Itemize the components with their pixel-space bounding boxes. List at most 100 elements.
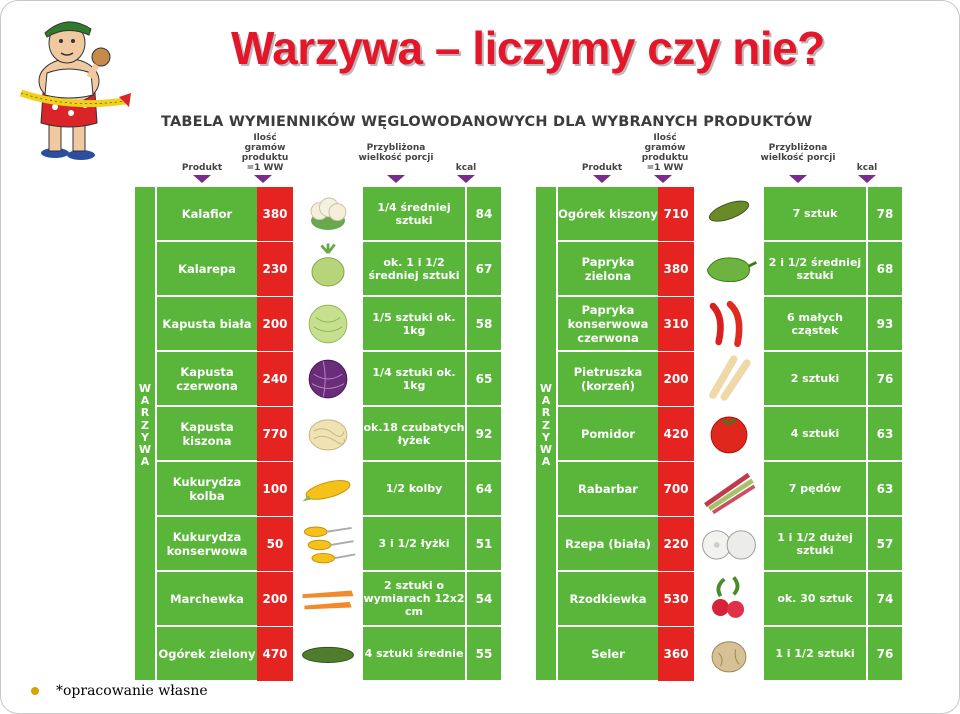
col-head-kcal: kcal [455, 163, 477, 173]
grams-per-ww: 100 [257, 462, 293, 516]
celery-root-icon [711, 640, 747, 672]
table-row: Rzepa (biała) 220 1 i 1/2 dużej sztuki 57 [558, 517, 902, 571]
red-cabbage-icon [308, 359, 348, 398]
col-head-product: Produkt [181, 163, 223, 173]
table-row: Papryka konserwowa czerwona 310 6 małych c… [558, 297, 902, 351]
kcal-value: 78 [868, 187, 902, 240]
product-name: Kapusta kiszona [157, 407, 257, 460]
kcal-value: 67 [467, 242, 501, 295]
product-image [293, 517, 363, 570]
portion-size: 3 i 1/2 łyżki [363, 517, 465, 570]
side-strip [135, 187, 155, 680]
col-head-kcal: kcal [856, 163, 878, 173]
kcal-value: 55 [467, 627, 501, 680]
bullet-icon [31, 687, 39, 695]
portion-size: ok.18 czubatych łyżek [363, 407, 465, 460]
col-head-grams: Ilość gramów produktu =1 WW [241, 133, 289, 173]
portion-size: 4 sztuki [764, 407, 866, 460]
kcal-value: 54 [467, 572, 501, 625]
product-name: Papryka zielona [558, 242, 658, 295]
product-name: Pietruszka (korzeń) [558, 352, 658, 405]
grams-per-ww: 770 [257, 407, 293, 461]
kcal-value: 57 [868, 517, 902, 570]
product-name: Rzodkiewka [558, 572, 658, 625]
side-label: W A R Z Y W A [539, 382, 553, 469]
grams-per-ww: 200 [658, 352, 694, 406]
cucumber-icon [302, 646, 354, 663]
grams-per-ww: 230 [257, 242, 293, 296]
radish-icon [712, 575, 745, 618]
table-row: Marchewka 200 2 sztuki o wymiarach 12x2 cm… [157, 572, 501, 626]
table-row: Kukurydza kolba 100 1/2 kolby 64 [157, 462, 501, 516]
green-pepper-icon [706, 256, 757, 282]
grams-per-ww: 310 [658, 297, 694, 351]
grams-per-ww: 700 [658, 462, 694, 516]
grams-per-ww: 220 [658, 517, 694, 571]
table-row: Rabarbar 700 7 pędów 63 [558, 462, 902, 516]
product-name: Rzepa (biała) [558, 517, 658, 570]
arrow-icon [789, 175, 807, 183]
parsley-root-icon [709, 354, 751, 401]
table-row: Pomidor 420 4 sztuki 63 [558, 407, 902, 461]
product-image [293, 242, 363, 295]
table-row: Ogórek kiszony 710 7 sztuk 78 [558, 187, 902, 241]
arrow-icon [193, 175, 211, 183]
grams-per-ww: 200 [257, 297, 293, 351]
cartoon-man-icon [19, 21, 131, 160]
tomato-icon [710, 416, 748, 453]
grams-per-ww: 420 [658, 407, 694, 461]
grams-per-ww: 360 [658, 627, 694, 681]
kohlrabi-icon [311, 243, 345, 286]
kcal-value: 76 [868, 627, 902, 680]
white-cabbage-icon [308, 304, 348, 343]
product-image [293, 407, 363, 460]
portion-size: 1 i 1/2 dużej sztuki [764, 517, 866, 570]
carrot-icon [302, 590, 354, 609]
grams-per-ww: 710 [658, 187, 694, 241]
arrow-icon [593, 175, 611, 183]
col-head-grams: Ilość gramów produktu =1 WW [641, 133, 689, 173]
portion-size: 1/4 średniej sztuki [363, 187, 465, 240]
col-head-portion: Przybliżona wielkość porcji [760, 143, 836, 163]
table-row: Ogórek zielony 470 4 sztuki średnie 55 [157, 627, 501, 681]
arrow-icon [457, 175, 475, 183]
side-strip [536, 187, 556, 680]
table-panel-left: W A R Z Y W A Kalafior 380 1/4 średniej sz… [135, 187, 501, 681]
kcal-value: 51 [467, 517, 501, 570]
product-name: Kapusta czerwona [157, 352, 257, 405]
kcal-value: 63 [868, 462, 902, 515]
portion-size: ok. 30 sztuk [764, 572, 866, 625]
table-row: Rzodkiewka 530 ok. 30 sztuk 74 [558, 572, 902, 626]
grams-per-ww: 200 [257, 572, 293, 626]
slide-title: Warzywa – liczymy czy nie? [231, 22, 825, 74]
product-image [694, 352, 764, 405]
product-image [694, 297, 764, 350]
product-image [293, 297, 363, 350]
product-name: Kukurydza kolba [157, 462, 257, 515]
kcal-value: 58 [467, 297, 501, 350]
product-name: Marchewka [157, 572, 257, 625]
table-heading: TABELA WYMIENNIKÓW WĘGLOWODANOWYCH DLA W… [161, 114, 813, 130]
product-image [694, 627, 764, 680]
turnip-icon [702, 529, 756, 560]
corn-cob-icon [302, 479, 351, 501]
sauerkraut-icon [308, 418, 348, 450]
kcal-value: 74 [868, 572, 902, 625]
table-row: Kalafior 380 1/4 średniej sztuki 84 [157, 187, 501, 241]
arrow-icon [654, 175, 672, 183]
portion-size: 2 i 1/2 średniej sztuki [764, 242, 866, 295]
grams-per-ww: 470 [257, 627, 293, 681]
portion-size: 2 sztuki o wymiarach 12x2 cm [363, 572, 465, 625]
portion-size: 7 sztuk [764, 187, 866, 240]
product-image [293, 187, 363, 240]
portion-size: 6 małych cząstek [764, 297, 866, 350]
product-image [694, 187, 764, 240]
portion-size: 1/4 sztuki ok. 1kg [363, 352, 465, 405]
portion-size: 2 sztuki [764, 352, 866, 405]
portion-size: 4 sztuki średnie [363, 627, 465, 680]
footnote: *opracowanie własne [56, 683, 208, 699]
red-pepper-icon [709, 300, 743, 347]
product-image [694, 407, 764, 460]
kcal-value: 63 [868, 407, 902, 460]
product-name: Ogórek zielony [157, 627, 257, 680]
